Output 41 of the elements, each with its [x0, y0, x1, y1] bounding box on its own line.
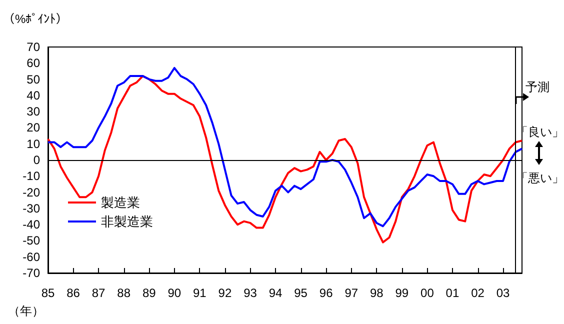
x-tick-label: 90	[168, 286, 182, 300]
legend-label: 非製造業	[101, 214, 153, 229]
x-tick-label: 02	[471, 286, 485, 300]
x-tick-label: 92	[218, 286, 232, 300]
x-tick-label: 88	[117, 286, 131, 300]
x-tick-label: 91	[193, 286, 207, 300]
x-tick-label: 86	[66, 286, 80, 300]
ref-line-label: 予測	[526, 79, 550, 96]
x-tick-label: 94	[268, 286, 283, 300]
legend-label: 製造業	[101, 195, 140, 210]
x-axis-title: （年）	[8, 304, 44, 318]
x-tick-label: 01	[446, 286, 460, 300]
x-tick-label: 00	[420, 286, 434, 300]
annotation: 「良い」	[516, 124, 564, 141]
y-tick-label: -20	[22, 185, 40, 200]
y-tick-label: 10	[26, 136, 40, 151]
x-tick-label: 03	[496, 286, 510, 300]
x-tick-label: 89	[142, 286, 156, 300]
x-tick-label: 95	[294, 286, 308, 300]
y-tick-label: -70	[22, 266, 40, 280]
y-tick-label: 30	[26, 104, 40, 119]
y-tick-label: 70	[26, 40, 40, 54]
y-tick-label: 50	[26, 72, 40, 86]
y-tick-label: -10	[22, 169, 40, 184]
x-tick-label: 87	[92, 286, 106, 300]
y-axis-title: （%ﾎﾟｲﾝﾄ）	[3, 12, 68, 26]
y-tick-label: -60	[22, 250, 40, 264]
annotation: 「悪い」	[516, 170, 564, 187]
y-tick-label: 0	[33, 153, 40, 167]
x-tick-label: 93	[244, 286, 258, 300]
y-tick-label: -30	[22, 201, 40, 216]
x-tick-label: 99	[395, 286, 409, 300]
y-tick-label: 60	[26, 56, 40, 70]
y-tick-label: -50	[22, 234, 40, 248]
y-tick-label: -40	[22, 218, 40, 232]
x-tick-label: 98	[370, 286, 384, 300]
x-tick-label: 97	[344, 286, 358, 300]
x-tick-label: 85	[41, 286, 55, 300]
y-tick-label: 40	[26, 88, 40, 102]
x-tick-label: 96	[319, 286, 334, 300]
y-tick-label: 20	[26, 120, 40, 135]
